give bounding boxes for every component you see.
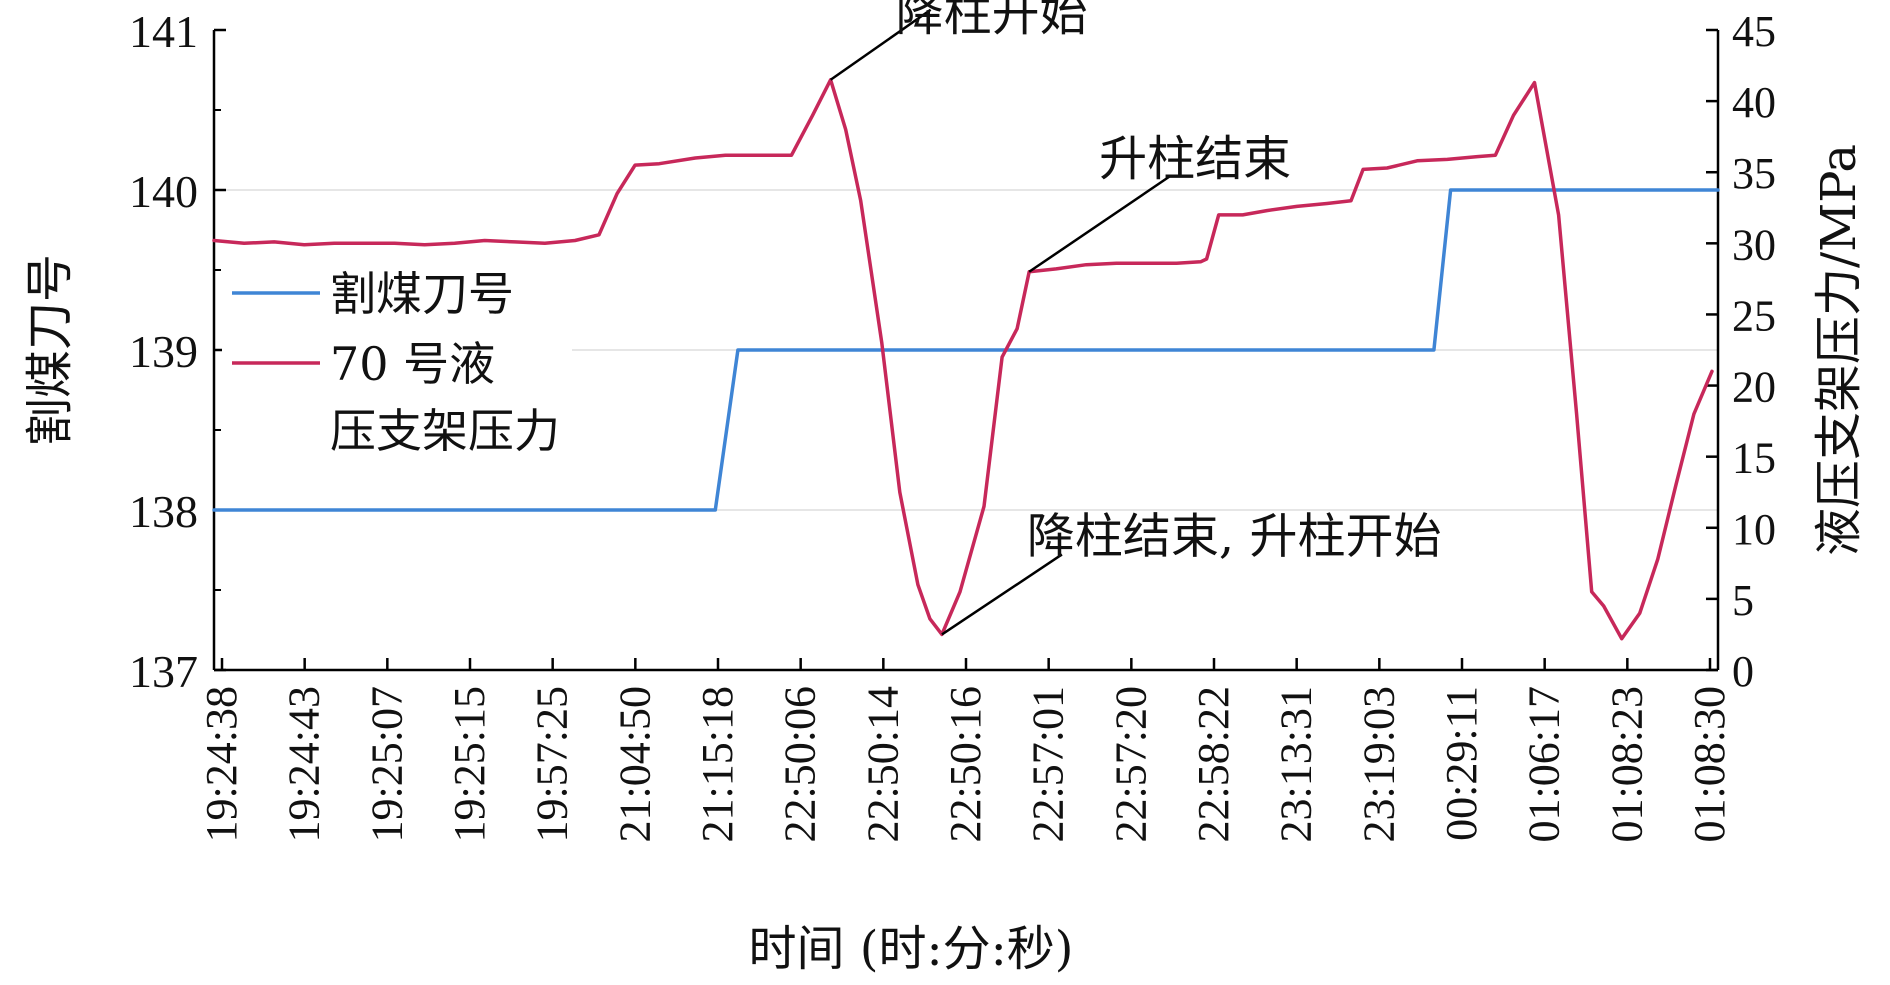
x-tick-label: 21:04:50 [610,686,659,842]
x-tick-label: 00:29:11 [1437,686,1486,841]
x-tick-label: 19:24:43 [280,686,329,842]
right-tick-label: 30 [1732,220,1776,269]
x-axis-title: 时间 (时:分:秒) [748,921,1073,977]
right-axis-ticks: 0 5 10 15 20 25 30 35 40 45 [1706,7,1776,696]
annotation-leader [829,8,932,81]
x-tick-label: 01:08:23 [1602,686,1651,842]
x-tick-label: 23:13:31 [1272,686,1321,842]
right-tick-label: 25 [1732,291,1776,340]
right-tick-label: 35 [1732,149,1776,198]
x-tick-label: 22:58:22 [1189,686,1238,842]
x-tick-label: 22:50:06 [776,686,825,842]
x-tick-label: 01:08:30 [1685,686,1734,842]
annotation-label: 升柱结束 [1099,131,1291,187]
legend: 割煤刀号 70 号液压支架压力 [222,256,572,476]
series-lines [212,78,1720,641]
x-tick-label: 19:25:15 [445,686,494,842]
annotation-label: 降柱结束, 升柱开始 [1027,508,1442,564]
left-tick-label: 139 [129,326,198,377]
right-axis-title: 液压支架压力/MPa [1811,144,1867,556]
x-tick-label: 19:25:07 [362,686,411,842]
annotation-leader [1028,175,1170,273]
series-line-support-pressure [212,78,1714,641]
legend-label: 割煤刀号 [330,267,514,321]
legend-label: 70 号液压支架压力 [330,337,560,458]
series-line-cutter-number [212,188,1720,512]
right-tick-label: 40 [1732,78,1776,127]
left-axis-ticks: 137 138 139 140 141 [129,6,226,697]
right-tick-label: 5 [1732,576,1754,625]
left-tick-label: 138 [129,486,198,537]
right-tick-label: 10 [1732,505,1776,554]
right-tick-label: 15 [1732,434,1776,483]
annotation-leader [941,553,1063,636]
right-tick-label: 20 [1732,363,1776,412]
left-tick-label: 141 [129,6,198,57]
annotation-label: 降柱开始 [896,0,1088,42]
x-tick-label: 21:15:18 [693,686,742,842]
right-tick-label: 0 [1732,647,1754,696]
x-tick-label: 19:57:25 [528,686,577,842]
right-tick-label: 45 [1732,7,1776,56]
x-tick-label: 01:06:17 [1520,686,1569,842]
x-tick-label: 22:50:16 [941,686,990,842]
x-axis-ticks: 19:24:38 19:24:43 19:25:07 19:25:15 19:57:25… [197,658,1734,842]
x-tick-label: 22:57:20 [1106,686,1155,842]
x-tick-label: 22:57:01 [1024,686,1073,842]
x-tick-label: 19:24:38 [197,686,246,842]
x-tick-label: 23:19:03 [1354,686,1403,842]
left-tick-label: 137 [129,646,198,697]
left-axis-title: 割煤刀号 [22,254,78,446]
left-tick-label: 140 [129,166,198,217]
x-tick-label: 22:50:14 [858,686,907,842]
